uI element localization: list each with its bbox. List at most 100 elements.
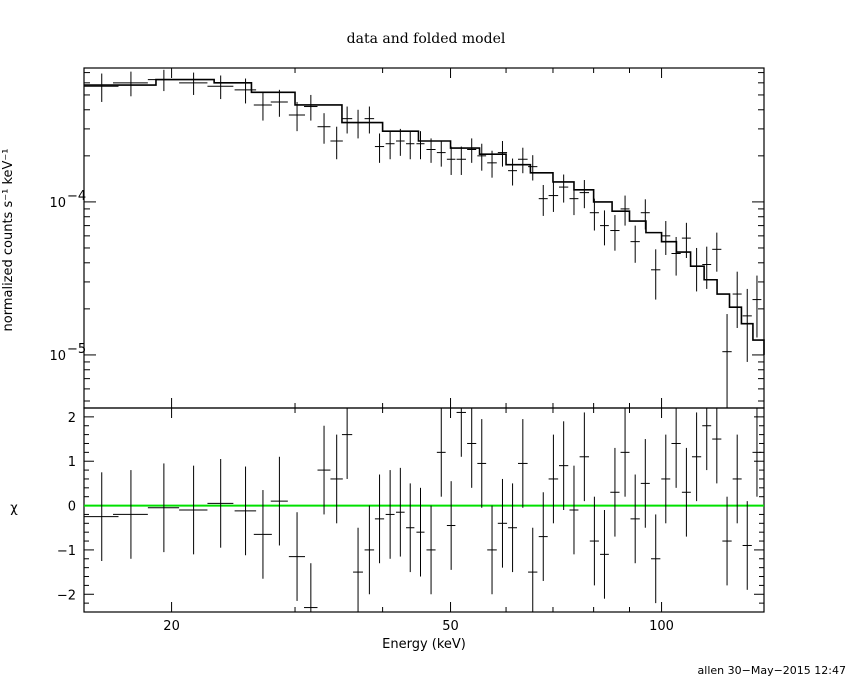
- y-tick-label: 10: [49, 196, 66, 211]
- data-point: [353, 109, 363, 139]
- residual-point: [528, 527, 538, 612]
- residual-point: [600, 510, 609, 599]
- data-point: [630, 225, 640, 263]
- lower-panel-frame: [83, 407, 765, 613]
- data-point: [722, 314, 732, 408]
- residual-point: [651, 514, 661, 604]
- data-point: [640, 199, 650, 230]
- residual-point: [341, 408, 353, 479]
- lower-axis-ticks: [84, 407, 764, 613]
- residual-point: [517, 419, 528, 508]
- data-point: [538, 184, 548, 216]
- residual-point: [113, 470, 148, 559]
- data-point: [234, 78, 257, 104]
- timestamp-stamp: allen 30−May−2015 12:47: [698, 664, 846, 677]
- data-point: [330, 126, 343, 160]
- residual-point: [330, 434, 343, 524]
- data-point: [304, 94, 318, 121]
- data-point: [317, 113, 331, 144]
- data-point: [712, 232, 722, 272]
- residual-point: [446, 481, 456, 570]
- data-point: [207, 75, 234, 100]
- residual-point: [681, 447, 691, 537]
- data-point: [497, 141, 508, 167]
- chart-title: data and folded model: [347, 31, 506, 47]
- x-tick-labels: 20 50 100: [163, 619, 674, 634]
- residual-point: [207, 459, 234, 548]
- residual-point: [84, 472, 119, 561]
- data-point: [742, 288, 752, 362]
- chi-tick-label: 1: [68, 455, 76, 470]
- data-point: [691, 247, 702, 292]
- data-point: [467, 138, 477, 163]
- data-point: [732, 271, 742, 328]
- y-axis-label: normalized counts s⁻¹ keV⁻¹: [1, 149, 16, 332]
- residual-point: [579, 412, 590, 502]
- residual-point: [364, 505, 375, 595]
- residual-point: [630, 474, 640, 564]
- data-point: [416, 131, 425, 160]
- data-point: [426, 138, 436, 163]
- data-point: [364, 106, 375, 134]
- data-point: [569, 185, 579, 216]
- x-axis-label: Energy (keV): [382, 637, 466, 652]
- y-tick-exponent: −4: [67, 189, 86, 204]
- x-tick-label: 20: [163, 619, 180, 634]
- upper-axis-ticks: [84, 68, 764, 408]
- residual-point: [436, 408, 446, 497]
- data-point: [456, 146, 466, 175]
- data-point: [620, 195, 630, 226]
- residual-point: [385, 470, 395, 559]
- residual-point: [487, 505, 497, 595]
- x-tick-label: 100: [649, 619, 674, 634]
- data-point: [681, 222, 691, 258]
- residual-point: [477, 419, 487, 508]
- residual-point: [288, 512, 306, 601]
- residual-point: [691, 412, 702, 502]
- data-point: [436, 141, 446, 167]
- residual-point: [589, 496, 599, 586]
- chi-tick-label: −1: [57, 544, 76, 559]
- residual-point: [426, 505, 436, 595]
- data-point: [113, 71, 148, 97]
- data-point: [406, 131, 415, 160]
- data-point: [600, 210, 609, 246]
- residual-points: [84, 408, 762, 612]
- data-point: [752, 275, 762, 338]
- chi-axis-label: χ: [10, 501, 18, 516]
- residual-point: [179, 465, 208, 555]
- upper-y-tick-labels: 10−410−5: [49, 189, 86, 364]
- residual-point: [671, 408, 681, 488]
- residual-point: [270, 456, 288, 546]
- residual-point: [317, 425, 331, 515]
- model-step-line: [84, 78, 765, 355]
- residual-point: [147, 463, 180, 553]
- data-point: [671, 236, 681, 276]
- residual-point: [722, 496, 732, 586]
- residual-point: [353, 527, 363, 612]
- residual-point: [538, 492, 548, 581]
- residual-point: [508, 483, 518, 573]
- residual-point: [742, 501, 752, 590]
- residual-point: [374, 474, 385, 564]
- residual-point: [234, 466, 257, 556]
- residual-point: [304, 563, 318, 612]
- data-point: [179, 72, 208, 95]
- data-point: [508, 158, 518, 186]
- residual-point: [640, 439, 650, 528]
- residual-point: [396, 467, 405, 557]
- data-point: [147, 69, 180, 92]
- residual-point: [732, 434, 742, 524]
- residual-point: [702, 408, 712, 471]
- data-point: [446, 146, 456, 175]
- data-point: [385, 131, 395, 160]
- data-point: [288, 101, 306, 132]
- x-tick-label: 50: [442, 619, 459, 634]
- data-point: [548, 182, 559, 212]
- residual-point: [253, 490, 272, 579]
- residual-point: [610, 447, 620, 537]
- residual-point: [497, 478, 508, 568]
- data-point: [528, 155, 538, 181]
- data-point: [651, 249, 661, 300]
